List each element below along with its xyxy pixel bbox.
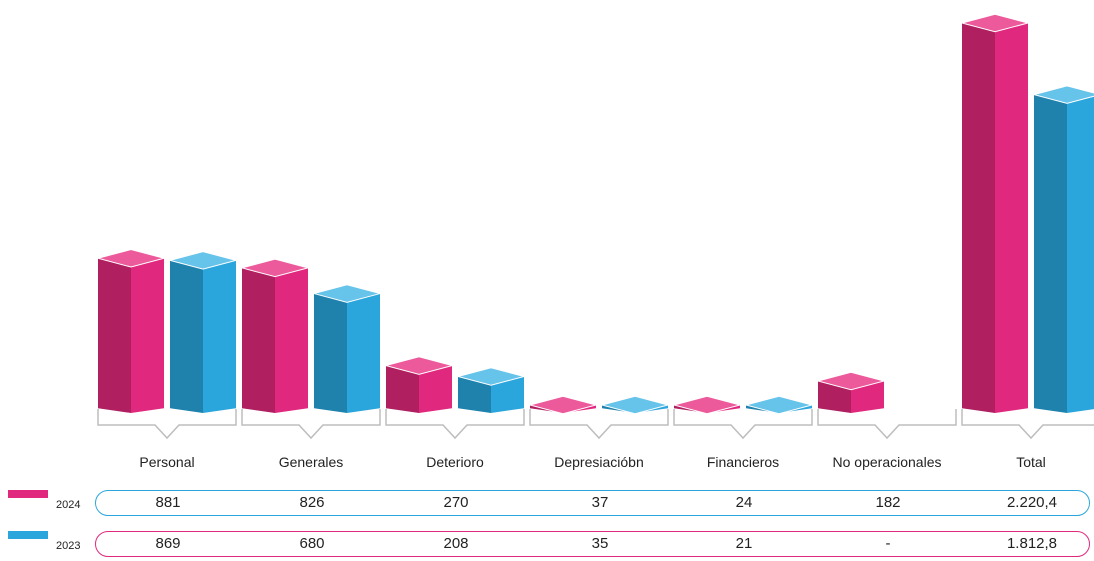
bar-chart: Personal Generales Deterioro Depresiacióbn F…	[96, 13, 1094, 470]
data-cell-2023-3: 35	[591, 535, 609, 552]
bar-2023-3	[600, 395, 670, 415]
data-cell-2024-6: 2.220,4	[1006, 494, 1058, 511]
legend-label-2024: 2024	[56, 499, 81, 511]
category-bracket-1	[241, 409, 381, 440]
legend-row-2024: 2024 881 826 270 37 24 182 2.220,4	[0, 490, 1094, 520]
category-bracket-0	[97, 409, 237, 440]
legend-row-2023: 2023 869 680 208 35 21 - 1.812,8	[0, 531, 1094, 561]
data-cell-2023-6: 1.812,8	[1006, 535, 1058, 552]
bar-2023-0	[168, 251, 238, 413]
data-cell-2024-1: 826	[299, 494, 325, 511]
data-cell-2024-3: 37	[591, 494, 609, 511]
data-cell-2023-5: -	[885, 535, 891, 552]
data-row-2024: 881 826 270 37 24 182 2.220,4	[95, 490, 1090, 516]
x-tick-label-3: Depresiacióbn	[554, 454, 644, 470]
data-row-2023: 869 680 208 35 21 - 1.812,8	[95, 531, 1090, 557]
data-cell-2023-4: 21	[735, 535, 753, 552]
x-tick-label-6: Total	[1016, 454, 1046, 470]
category-bracket-3	[529, 409, 669, 440]
x-tick-label-0: Personal	[139, 454, 194, 470]
bar-2023-1	[312, 284, 382, 413]
legend-swatch-2024	[8, 490, 48, 498]
bar-2024-5	[816, 371, 886, 413]
legend-label-2023: 2023	[56, 540, 81, 552]
data-cell-2024-2: 270	[443, 494, 469, 511]
data-cell-2023-2: 208	[443, 535, 469, 552]
x-tick-label-1: Generales	[279, 454, 344, 470]
data-cell-2024-4: 24	[735, 494, 753, 511]
data-cell-2023-0: 869	[155, 535, 181, 552]
bar-2024-2	[384, 356, 454, 413]
category-bracket-5	[817, 409, 957, 440]
x-tick-label-5: No operacionales	[833, 454, 942, 470]
category-bracket-2	[385, 409, 525, 440]
x-tick-label-2: Deterioro	[426, 454, 484, 470]
bar-2024-6	[960, 13, 1030, 413]
data-cell-2024-5: 182	[875, 494, 901, 511]
bar-2024-3	[528, 395, 598, 415]
bar-2024-1	[240, 258, 310, 413]
bar-2023-4	[744, 395, 814, 415]
bar-2023-2	[456, 367, 526, 413]
bar-2024-4	[672, 395, 742, 415]
category-bracket-6	[961, 409, 1094, 440]
bar-2024-0	[96, 248, 166, 413]
category-bracket-4	[673, 409, 813, 440]
x-tick-label-4: Financieros	[707, 454, 779, 470]
data-cell-2024-0: 881	[155, 494, 181, 511]
legend-swatch-2023	[8, 531, 48, 539]
data-cell-2023-1: 680	[299, 535, 325, 552]
bar-2023-6	[1032, 85, 1094, 414]
